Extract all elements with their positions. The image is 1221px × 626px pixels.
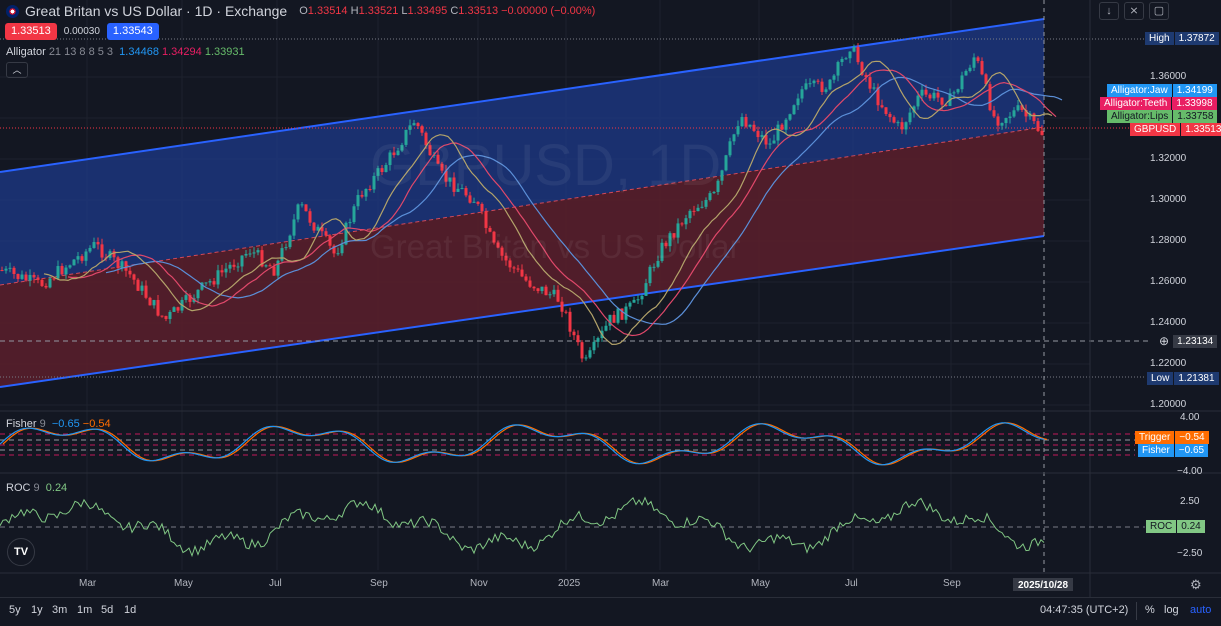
fisher-value-tag: Fisher −0.65	[1138, 444, 1209, 457]
roc-line	[0, 496, 1045, 558]
channel-top-line[interactable]	[0, 18, 1045, 173]
percent-toggle[interactable]: %	[1145, 604, 1155, 616]
symbol-legend[interactable]: Great Britan vs US Dollar · 1D · Exchang…	[6, 3, 595, 19]
alligator-jaw-tag: Alligator:Jaw 1.34199	[1107, 84, 1217, 97]
price-tick: 1.30000	[1150, 194, 1187, 205]
fisher-trigger-line	[2, 422, 1048, 466]
roc-tick: 2.50	[1180, 496, 1200, 507]
maximize-icon[interactable]: ▢	[1149, 2, 1169, 20]
time-axis-label: Nov	[470, 578, 488, 589]
time-axis-label: Jul	[845, 578, 858, 589]
time-axis-label: Jul	[269, 578, 282, 589]
range-3m[interactable]: 3m	[52, 604, 68, 616]
alligator-jaw-line	[105, 76, 1063, 325]
range-1d[interactable]: 1d	[124, 604, 137, 616]
spread-value: 0.00030	[63, 26, 100, 37]
roc-tick: −2.50	[1177, 548, 1203, 559]
add-alert-plus-icon[interactable]: ⊕	[1159, 334, 1170, 348]
price-tick: 1.26000	[1150, 276, 1187, 287]
clock-timezone[interactable]: 04:47:35 (UTC+2)	[1040, 604, 1129, 616]
fisher-legend[interactable]: Fisher 9 −0.65 −0.54	[6, 418, 111, 430]
alligator-legend[interactable]: Alligator 21 13 8 8 5 3 1.34468 1.34294 …	[6, 46, 245, 58]
time-axis-label: Sep	[370, 578, 388, 589]
fisher-tick: −4.00	[1177, 466, 1203, 477]
alligator-lips-line	[43, 60, 1053, 346]
price-tick: 1.22000	[1150, 358, 1187, 369]
candlesticks	[0, 43, 1044, 363]
price-tick: 1.20000	[1150, 399, 1187, 410]
channel-bottom-line[interactable]	[0, 235, 1045, 388]
price-tick: 1.24000	[1150, 317, 1187, 328]
watermark-description: Great Britan vs US Dollar	[370, 228, 741, 265]
time-axis-label: Mar	[652, 578, 670, 589]
divider	[1136, 602, 1137, 620]
tradingview-logo[interactable]: TV	[7, 538, 35, 566]
alligator-teeth-line	[67, 69, 1057, 337]
channel-midline	[0, 126, 1045, 286]
ohlc-values: O1.33514 H1.33521 L1.33495 C1.33513 −0.0…	[299, 5, 596, 17]
time-axis-label: May	[174, 578, 193, 589]
price-tick: 1.32000	[1150, 153, 1187, 164]
roc-legend[interactable]: ROC 9 0.24	[6, 482, 68, 494]
fisher-bands	[0, 433, 1135, 456]
settings-gear-icon[interactable]: ⚙	[1190, 577, 1202, 592]
time-axis-label: Sep	[943, 578, 961, 589]
arrow-down-icon[interactable]: ↓	[1099, 2, 1119, 20]
bottom-toolbar: 5y 1y 3m 1m 5d 1d 04:47:35 (UTC+2) % log…	[0, 597, 1221, 626]
symbol-title[interactable]: Great Britan vs US Dollar · 1D · Exchang…	[25, 3, 288, 19]
range-1m[interactable]: 1m	[77, 604, 93, 616]
buy-button[interactable]: 1.33543	[106, 23, 159, 40]
alligator-lips-tag: Alligator:Lips 1.33758	[1107, 110, 1218, 123]
range-5d[interactable]: 5d	[101, 604, 114, 616]
fisher-trigger-tag: Trigger −0.54	[1135, 431, 1209, 444]
high-price-tag: High 1.37872	[1145, 32, 1219, 45]
fisher-line	[0, 422, 1045, 466]
low-price-tag: Low 1.21381	[1147, 372, 1219, 385]
collapse-legend-button[interactable]: ︿	[6, 62, 28, 78]
log-toggle[interactable]: log	[1164, 604, 1179, 616]
time-axis-label: 2025	[558, 578, 581, 589]
pane-toolbar: ↓ ⨯ ▢	[1099, 2, 1169, 20]
crosshair-price-tag: ⊕ 1.23134	[1155, 334, 1218, 348]
price-tick: 1.28000	[1150, 235, 1187, 246]
channel-lower-fill	[0, 127, 1044, 387]
current-price-tag: GBPUSD 1.33513	[1130, 123, 1221, 136]
channel-upper-fill	[0, 19, 1044, 285]
roc-value-tag: ROC 0.24	[1146, 520, 1205, 533]
time-axis-label: Mar	[79, 578, 97, 589]
time-axis-label: May	[751, 578, 770, 589]
range-1y[interactable]: 1y	[31, 604, 43, 616]
chevron-up-icon: ︿	[12, 65, 22, 75]
range-5y[interactable]: 5y	[9, 604, 21, 616]
alligator-teeth-tag: Alligator:Teeth 1.33998	[1100, 97, 1217, 110]
watermark-symbol: GBPUSD, 1D	[370, 133, 722, 198]
collapse-icon[interactable]: ⨯	[1124, 2, 1144, 20]
crosshair-date-tag: 2025/10/28	[1013, 578, 1074, 591]
gbp-flag-icon	[6, 4, 19, 18]
sell-button[interactable]: 1.33513	[5, 23, 57, 40]
fisher-tick: 4.00	[1180, 412, 1200, 423]
trade-buttons: 1.33513 0.00030 1.33543	[5, 23, 159, 40]
auto-toggle[interactable]: auto	[1190, 604, 1212, 616]
price-tick: 1.36000	[1150, 71, 1187, 82]
